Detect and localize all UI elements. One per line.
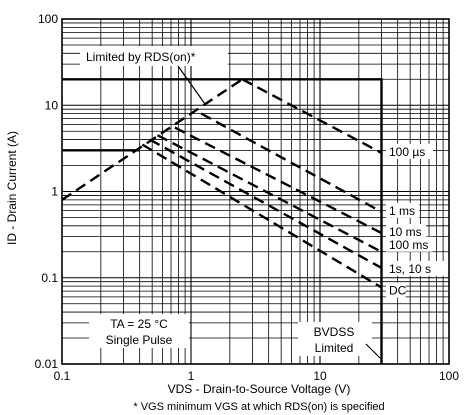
series-label: DC — [389, 284, 407, 298]
conditions-line-2: Single Pulse — [106, 333, 173, 347]
series-label-bg — [386, 224, 426, 240]
series-group — [61, 78, 383, 364]
y-tick-label: 100 — [38, 12, 58, 26]
series-label-bg — [386, 143, 433, 159]
y-axis-label: ID - Drain Current (A) — [5, 131, 19, 245]
series-label-bg — [386, 202, 420, 218]
series-label: 100 µs — [389, 145, 425, 159]
conditions-box — [89, 314, 189, 348]
x-tick-label: 1 — [188, 369, 195, 383]
series-line — [241, 78, 383, 154]
series-line — [62, 78, 383, 364]
series-line — [200, 112, 383, 213]
series-label: 1 ms — [389, 204, 415, 218]
y-tick-label: 1 — [51, 185, 58, 199]
series-line — [156, 134, 383, 253]
y-tick-labels: 0.01 0.1 1 10 100 — [35, 12, 59, 371]
bvdss-line-1: BVDSS — [314, 325, 355, 339]
x-axis-label: VDS - Drain-to-Source Voltage (V) — [168, 382, 351, 396]
series-label-bg — [386, 260, 447, 276]
plot-frame — [61, 18, 450, 365]
y-tick-label: 10 — [45, 98, 59, 112]
series-label: 1s, 10 s — [389, 262, 431, 276]
y-tick-label: 0.1 — [41, 271, 58, 285]
x-tick-label: 10 — [313, 369, 327, 383]
x-tick-label: 100 — [439, 369, 459, 383]
grid-lines — [62, 19, 449, 364]
series-line — [149, 138, 383, 269]
rds-limit-box — [80, 46, 228, 66]
series-label-bg — [386, 282, 406, 298]
footnote: * VGS minimum VGS at which RDS(on) is sp… — [133, 401, 384, 413]
bvdss-box — [298, 322, 372, 356]
y-tick-label: 0.01 — [35, 357, 59, 371]
rds-limit-arrow — [177, 65, 206, 105]
series-label: 100 ms — [389, 238, 428, 252]
rds-limit-label: Limited by RDS(on)* — [86, 50, 196, 64]
bvdss-arrow — [365, 343, 381, 359]
series-line — [174, 126, 383, 235]
series-label: 10 ms — [389, 225, 422, 239]
conditions-line-1: TA = 25 °C — [110, 317, 168, 331]
bvdss-line-2: Limited — [315, 341, 354, 355]
x-tick-labels: 0.1 1 10 100 — [54, 369, 460, 383]
series-line — [141, 143, 383, 289]
x-tick-label: 0.1 — [54, 369, 71, 383]
series-label-bg — [386, 236, 433, 252]
